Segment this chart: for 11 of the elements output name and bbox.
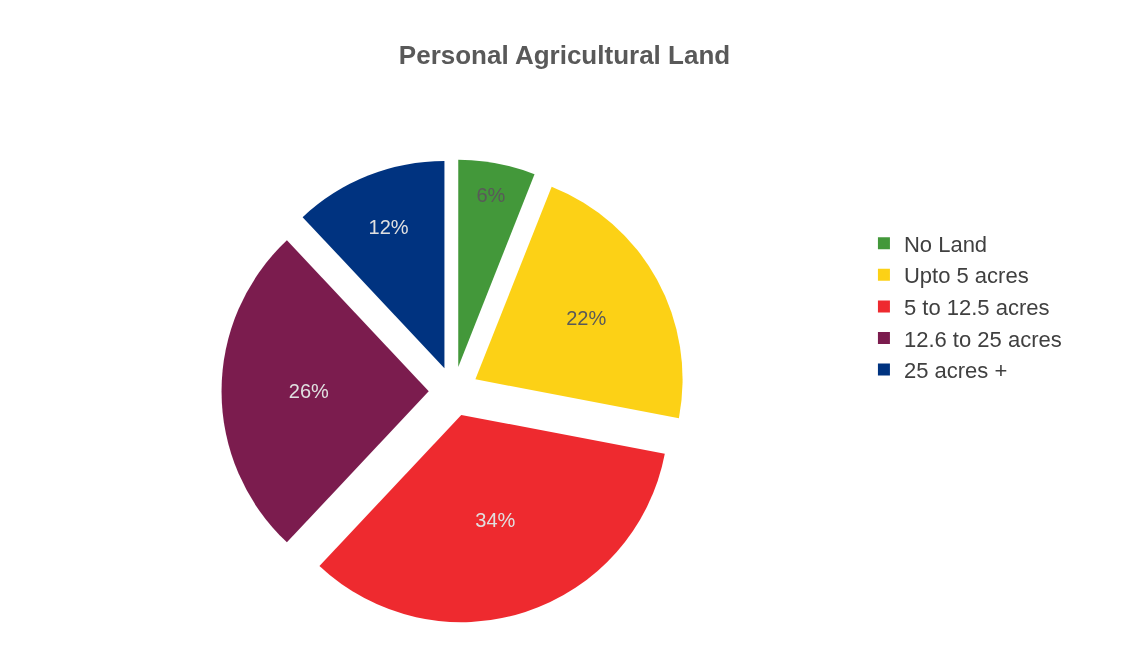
data-label: 6% [476, 184, 506, 207]
legend-label: 25 acres + [903, 358, 1008, 384]
data-label: 22% [566, 307, 607, 330]
legend-label: 5 to 12.5 acres [903, 294, 1050, 320]
data-label: 26% [288, 380, 330, 403]
legend-label: 12.6 to 25 acres [903, 326, 1062, 352]
legend-label: Upto 5 acres [903, 263, 1029, 289]
data-label: 12% [368, 216, 409, 239]
chart-title: Personal Agricultural Land [398, 40, 731, 71]
legend-label: No Land [903, 231, 988, 257]
data-label: 34% [475, 508, 516, 531]
